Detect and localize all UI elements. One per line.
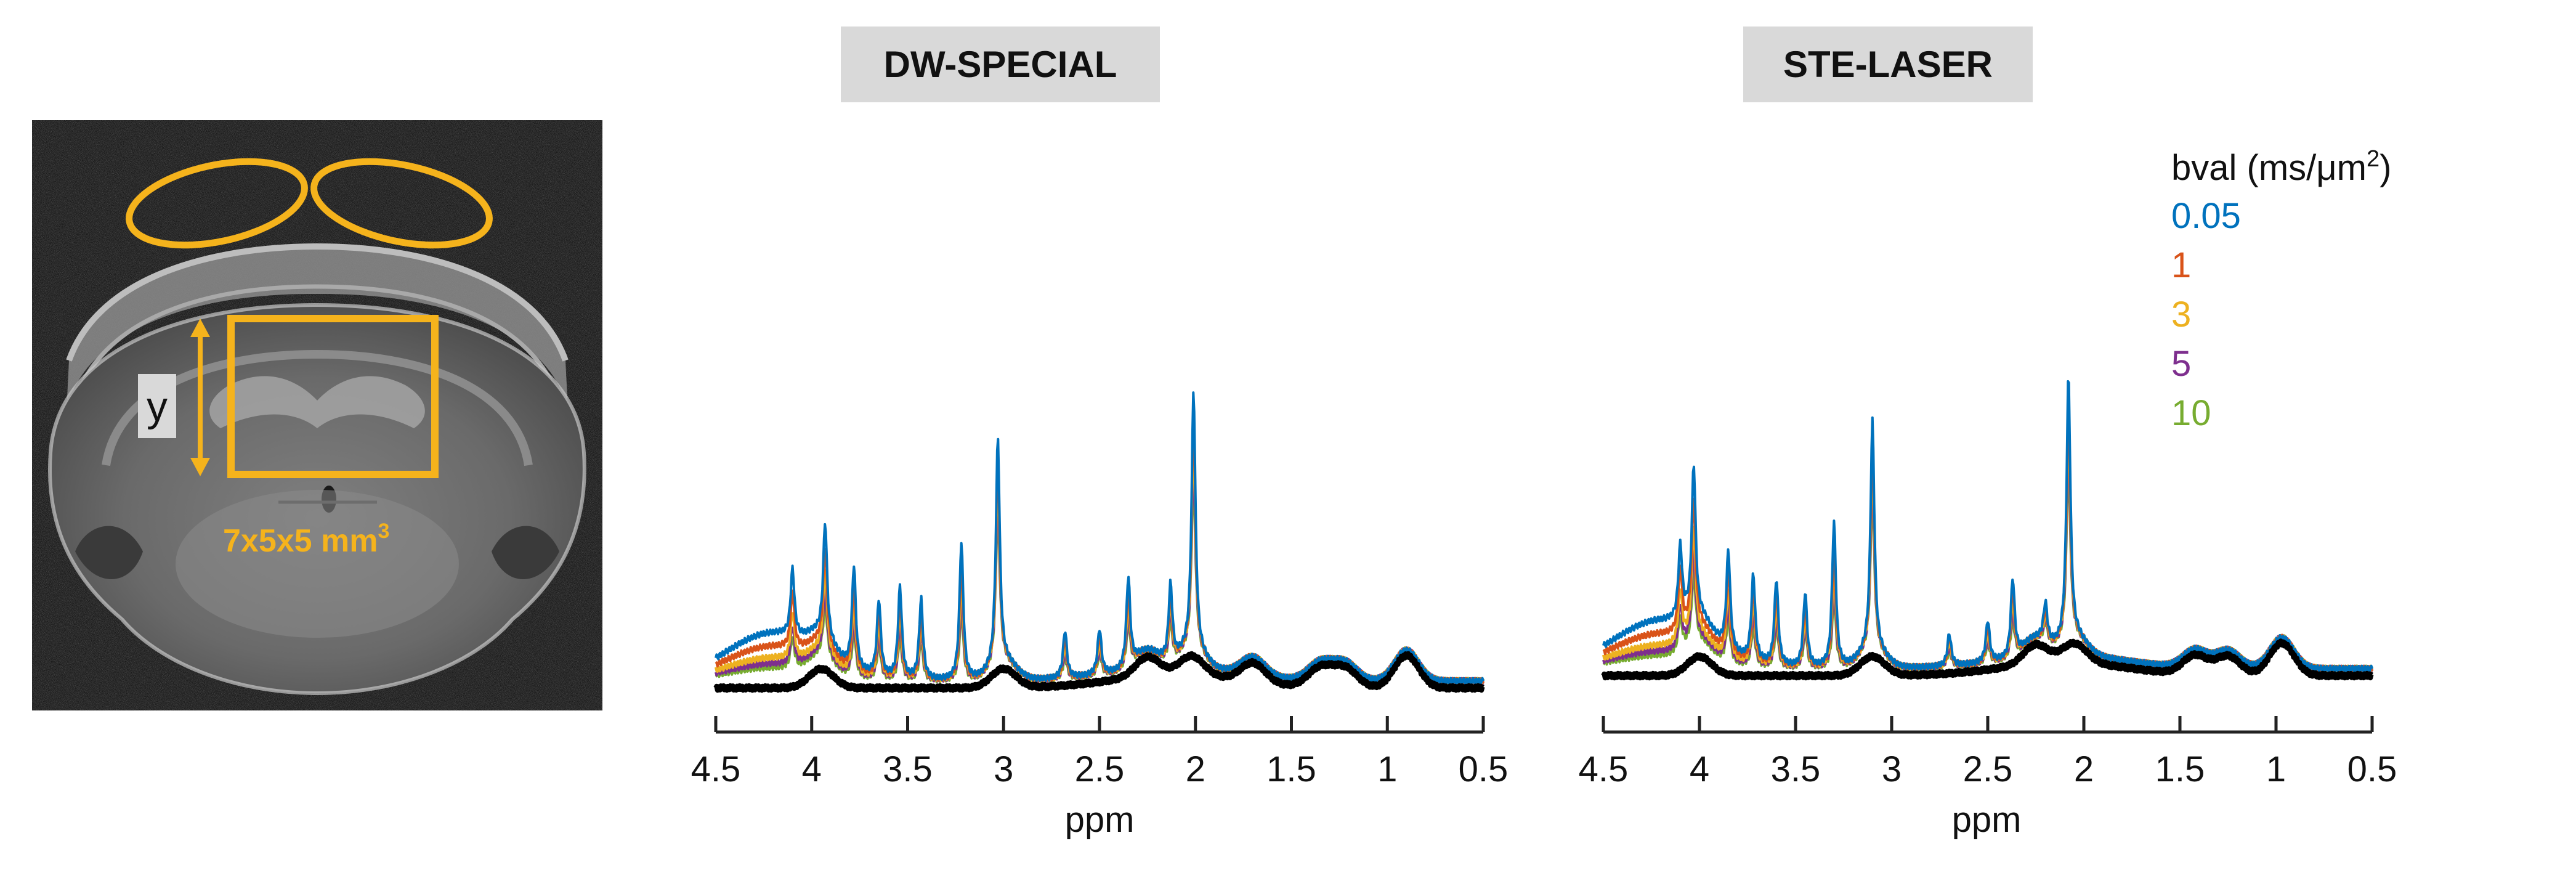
x-tick-label: 4 [802, 749, 822, 789]
panel-title-box-1 [841, 26, 1160, 102]
x-axis-label: ppm [1952, 800, 2022, 840]
panel-title-box-2 [1743, 26, 2033, 102]
voxel-box [227, 315, 439, 478]
x-axis: 4.5 4 3.5 3 2.5 2 1.5 1 0.5 [691, 716, 1509, 789]
spectrum-panel-dw-special: 4.5 4 3.5 3 2.5 2 1.5 1 0.5 ppm [691, 391, 1509, 840]
x-axis: 4.5 4 3.5 3 2.5 2 1.5 1 0.5 [1579, 716, 2397, 789]
x-tick-label: 2 [2074, 749, 2094, 789]
y-label-box [138, 374, 176, 438]
x-tick-label: 4.5 [691, 749, 741, 789]
x-tick-label: 2.5 [1075, 749, 1125, 789]
x-tick-label: 4.5 [1579, 749, 1629, 789]
spectrum-series-0.05 [1602, 380, 2373, 673]
x-axis-label: ppm [1065, 800, 1135, 840]
legend-entry: 0.05 [2171, 196, 2241, 236]
x-tick-label: 1.5 [1266, 749, 1316, 789]
y-label: y [147, 383, 168, 430]
x-tick-label: 0.5 [2347, 749, 2397, 789]
panel-title-2: STE-LASER [1783, 44, 1993, 85]
spectrum-series-3 [715, 438, 1484, 685]
x-tick-label: 3.5 [1771, 749, 1821, 789]
x-tick-label: 1 [1377, 749, 1397, 789]
x-tick-label: 3.5 [883, 749, 933, 789]
panel-title-1: DW-SPECIAL [884, 44, 1117, 85]
x-tick-label: 4 [1690, 749, 1709, 789]
x-tick-label: 1.5 [2155, 749, 2205, 789]
x-tick-label: 2.5 [1963, 749, 2013, 789]
mri-brain-image: y 7x5x5 mm3 [32, 120, 602, 710]
rf-pulse-profile-overlay [126, 158, 493, 249]
macromolecule-baseline [713, 651, 1485, 693]
voxel-size-label: 7x5x5 mm3 [223, 519, 389, 559]
legend-entry: 5 [2171, 344, 2191, 384]
legend-entry: 1 [2171, 245, 2191, 285]
legend-entry: 3 [2171, 295, 2191, 335]
x-tick-label: 1 [2266, 749, 2286, 789]
legend-entry: 10 [2171, 393, 2211, 433]
x-tick-label: 2 [1186, 749, 1205, 789]
macromolecule-baseline [1601, 638, 2374, 681]
legend: bval (ms/μm2) 0.05 1 3 5 10 [2171, 146, 2391, 433]
y-arrow [190, 319, 210, 476]
spectrum-panel-ste-laser: 4.5 4 3.5 3 2.5 2 1.5 1 0.5 ppm [1579, 380, 2397, 840]
x-tick-label: 3 [1882, 749, 1902, 789]
legend-title: bval (ms/μm2) [2171, 146, 2391, 188]
x-tick-label: 3 [994, 749, 1013, 789]
x-tick-label: 0.5 [1459, 749, 1509, 789]
